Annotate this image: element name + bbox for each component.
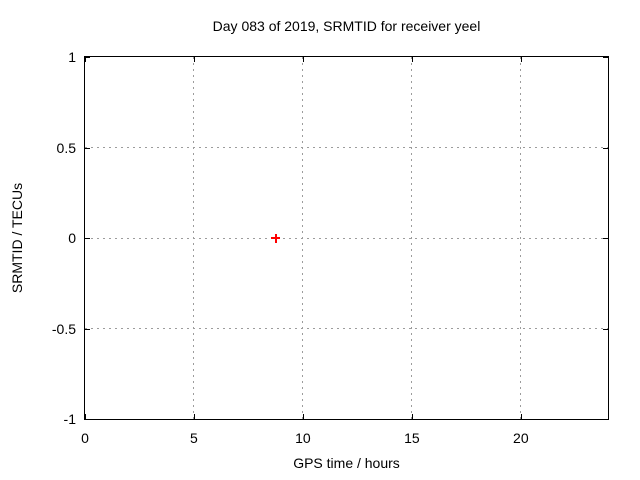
x-tick-label: 20: [513, 430, 529, 446]
y-tick-right: [603, 328, 608, 330]
y-tick-left: [85, 419, 90, 420]
y-tick-right: [603, 419, 608, 420]
data-point-plus-marker: [274, 233, 277, 243]
x-axis-label: GPS time / hours: [293, 455, 400, 471]
y-tick-label: -0.5: [51, 320, 76, 337]
x-tick-bottom: [85, 414, 86, 419]
y-tick-left: [85, 328, 90, 330]
x-tick-top: [302, 57, 304, 62]
y-tick-right: [603, 238, 608, 239]
plot-area: [84, 56, 609, 420]
y-tick-label: 0: [68, 230, 76, 246]
gridline-y--0.5: [85, 328, 608, 329]
x-tick-bottom: [302, 414, 304, 419]
y-tick-label: 0.5: [56, 139, 76, 156]
x-tick-top: [193, 57, 195, 62]
x-tick-label: 5: [190, 430, 198, 446]
chart-title: Day 083 of 2019, SRMTID for receiver yee…: [212, 18, 481, 34]
y-tick-right: [603, 57, 608, 58]
y-tick-left: [85, 57, 90, 58]
y-tick-left: [85, 147, 90, 149]
x-tick-top: [520, 57, 522, 62]
gridline-y-0.5: [85, 147, 608, 148]
y-tick-right: [603, 147, 608, 149]
x-tick-label: 10: [295, 430, 311, 446]
x-tick-top: [85, 57, 86, 62]
x-tick-top: [411, 57, 413, 62]
x-tick-label: 15: [404, 430, 420, 446]
x-tick-bottom: [520, 414, 522, 419]
x-tick-bottom: [411, 414, 413, 419]
y-tick-left: [85, 238, 90, 239]
y-tick-label: 1: [68, 49, 76, 65]
x-tick-bottom: [193, 414, 195, 419]
x-tick-label: 0: [81, 430, 89, 446]
gridline-y-0: [85, 237, 608, 239]
y-tick-label: -1: [63, 411, 76, 427]
